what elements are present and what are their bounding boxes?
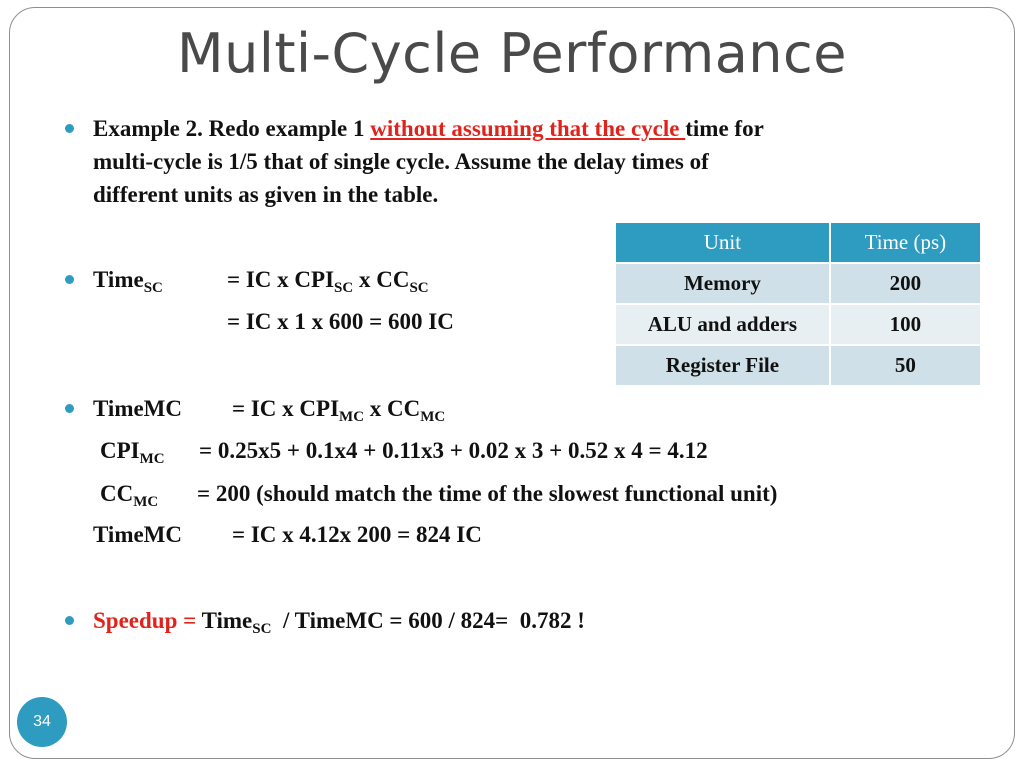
subscript: MC [339, 409, 365, 425]
cell-unit: ALU and adders [614, 303, 831, 346]
table-row: Memory 200 [614, 262, 983, 305]
time-mc-result-value: = IC x 4.12x 200 = 824 IC [232, 522, 482, 547]
cell-unit: Memory [614, 262, 831, 305]
table-header-row: Unit Time (ps) [614, 221, 983, 264]
subscript: MC [133, 494, 159, 510]
table-row: ALU and adders 100 [614, 303, 983, 346]
speedup-label: Speedup = [93, 608, 202, 633]
subscript: MC [420, 409, 446, 425]
time-sc-cc: x CC [353, 267, 410, 292]
slide-title: Multi-Cycle Performance [177, 22, 847, 85]
time-mc-cc: x CC [364, 396, 421, 421]
speedup-line: Speedup = TimeSC / TimeMC = 600 / 824= 0… [93, 604, 585, 637]
cc-label: CC [100, 481, 134, 506]
cc-value: = 200 (should match the time of the slow… [197, 481, 778, 506]
cell-time: 100 [828, 303, 983, 346]
unit-time-table: Unit Time (ps) Memory 200 ALU and adders… [614, 221, 983, 387]
bullet-dot [65, 404, 74, 413]
example-line-2: multi-cycle is 1/5 that of single cycle.… [93, 149, 709, 174]
subscript: SC [143, 280, 163, 296]
cell-unit: Register File [614, 344, 831, 387]
bullet-dot [65, 275, 74, 284]
example-text-suffix: time for [685, 116, 764, 141]
highlight-text: without assuming that the cycle [370, 116, 686, 141]
table-row: Register File 50 [614, 344, 983, 387]
time-sc-label: Time [93, 267, 144, 292]
subscript: SC [334, 280, 354, 296]
cell-time: 50 [828, 344, 983, 387]
subscript: SC [409, 280, 429, 296]
cpi-label: CPI [100, 438, 140, 463]
bullet-dot [65, 124, 74, 133]
subscript: SC [252, 621, 272, 637]
speedup-time: Time [201, 608, 253, 633]
time-mc-eq: = IC x CPI [232, 396, 340, 421]
page-number-badge: 34 [17, 697, 67, 747]
time-sc-eq: = IC x CPI [227, 267, 335, 292]
speedup-value: / TimeMC = 600 / 824= 0.782 ! [271, 608, 585, 633]
cell-time: 200 [828, 262, 983, 305]
bullet-dot [65, 616, 74, 625]
header-unit: Unit [614, 221, 831, 264]
header-time: Time (ps) [828, 221, 983, 264]
example-text: Example 2. Redo example 1 [93, 116, 371, 141]
example-line-1: Example 2. Redo example 1 without assumi… [93, 112, 764, 145]
cpi-value: = 0.25x5 + 0.1x4 + 0.11x3 + 0.02 x 3 + 0… [199, 438, 708, 463]
example-line-3: different units as given in the table. [93, 182, 439, 207]
time-mc-result-label: TimeMC [93, 522, 183, 547]
time-mc-label: TimeMC [93, 396, 183, 421]
time-sc-line-2: = IC x 1 x 600 = 600 IC [227, 309, 454, 334]
subscript: MC [139, 451, 165, 467]
